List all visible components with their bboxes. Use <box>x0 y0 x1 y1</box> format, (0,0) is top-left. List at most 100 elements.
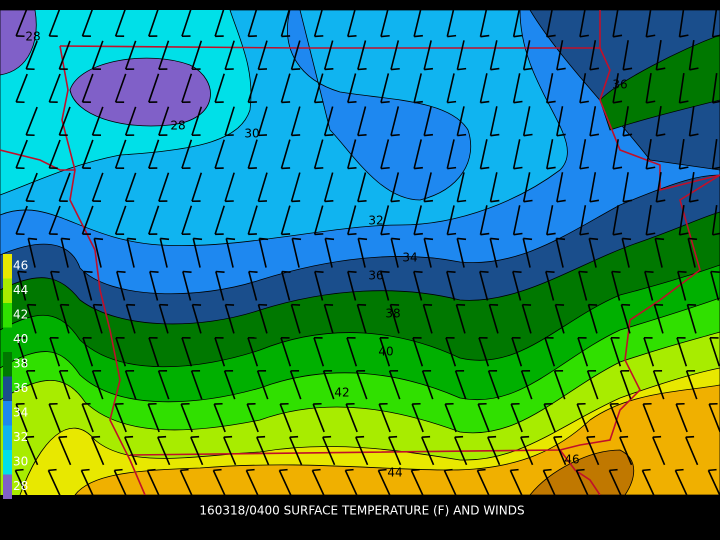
barb-shaft <box>159 238 168 268</box>
legend-swatch <box>3 278 12 303</box>
barb-shaft <box>543 403 556 433</box>
barb-shaft <box>157 370 170 400</box>
barb-shaft <box>347 271 357 301</box>
barb-shaft <box>622 172 629 202</box>
barb-flag <box>546 34 556 38</box>
barb-shaft <box>489 238 498 268</box>
barb-shaft <box>423 106 432 136</box>
barb-flag <box>259 237 269 241</box>
barb-shaft <box>413 205 422 235</box>
barb-flag <box>623 133 633 137</box>
caption: 160318/0400 SURFACE TEMPERATURE (F) AND … <box>199 504 524 518</box>
barb-shaft <box>114 10 126 37</box>
legend-label: 40 <box>13 332 28 346</box>
barb-shaft <box>113 470 127 495</box>
barb-shaft <box>25 370 38 400</box>
barb-shaft <box>257 40 268 70</box>
barb-shaft <box>685 436 699 466</box>
barb-flag <box>421 435 431 438</box>
barb-flag <box>646 100 656 104</box>
barb-shaft <box>522 40 531 70</box>
barb-shaft <box>81 205 94 235</box>
barb-shaft <box>479 271 489 301</box>
barb-shaft <box>677 271 687 301</box>
barb-shaft <box>678 205 685 235</box>
barb-shaft <box>115 337 127 367</box>
barb-shaft <box>446 271 456 301</box>
barb-shaft <box>546 139 554 169</box>
barb-flag <box>480 34 490 38</box>
legend-swatch <box>3 376 12 401</box>
barb-flag <box>314 270 324 273</box>
barb-shaft <box>510 403 523 433</box>
barb-flag <box>523 237 533 241</box>
color-legend: 46 44 42 40 38 36 34 32 30 28 <box>3 254 28 499</box>
barb-flag <box>322 435 332 438</box>
barb-shaft <box>688 106 695 136</box>
contour-label: 34 <box>402 251 417 265</box>
barb-shaft <box>347 139 357 169</box>
barb-flag <box>622 237 632 241</box>
barb-flag <box>215 270 225 273</box>
legend-label: 46 <box>13 259 28 273</box>
contour-label: 36 <box>612 78 627 92</box>
barb-shaft <box>311 470 325 495</box>
barb-flag <box>589 67 600 71</box>
legend-label: 38 <box>13 357 28 371</box>
barb-shaft <box>655 40 662 70</box>
barb-flag <box>609 468 618 472</box>
barb-shaft <box>688 40 695 70</box>
contour-band <box>599 34 720 131</box>
barb-shaft <box>214 73 225 103</box>
barb-shaft <box>15 205 28 235</box>
barb-shaft <box>556 172 564 202</box>
barb-flag <box>457 67 467 71</box>
barb-shaft <box>290 106 301 136</box>
barb-flag <box>479 270 489 273</box>
barb-shaft <box>711 10 718 37</box>
barb-shaft <box>25 172 38 202</box>
barb-flag <box>656 199 666 203</box>
barb-shaft <box>49 337 61 367</box>
barb-shaft <box>609 403 622 433</box>
barb-shaft <box>114 73 127 103</box>
barb-shaft <box>60 238 69 268</box>
barb-shaft <box>290 172 301 202</box>
barb-shaft <box>114 139 127 169</box>
contour-band <box>0 10 37 76</box>
barb-flag <box>91 435 101 438</box>
barb-flag <box>457 133 467 137</box>
barb-shaft <box>257 172 268 202</box>
barb-flag <box>579 232 589 236</box>
barb-flag <box>347 35 357 38</box>
barb-flag <box>314 101 324 104</box>
barb-flag <box>589 199 600 203</box>
barb-flag <box>685 435 695 438</box>
barb-flag <box>586 435 596 438</box>
barb-shaft <box>390 40 400 70</box>
barb-flag <box>414 100 423 104</box>
barb-shaft <box>313 139 324 169</box>
barb-shaft <box>50 271 60 301</box>
barb-flag <box>613 166 623 170</box>
barb-shaft <box>148 10 159 37</box>
barb-shaft <box>157 436 171 466</box>
barb-shaft <box>82 337 94 367</box>
state-borders <box>0 10 720 495</box>
barb-flag <box>390 67 400 71</box>
barb-shaft <box>83 271 93 301</box>
barb-flag <box>347 101 357 104</box>
barb-shaft <box>48 205 61 235</box>
barb-shaft <box>25 106 38 136</box>
legend-label: 30 <box>13 455 28 469</box>
barb-shaft <box>224 106 235 136</box>
barb-shaft <box>212 470 226 495</box>
barb-shaft <box>224 304 235 334</box>
barb-shaft <box>357 172 367 202</box>
barb-flag <box>312 468 321 472</box>
barb-shaft <box>14 470 28 495</box>
barb-shaft <box>546 205 554 235</box>
barb-shaft <box>678 10 685 37</box>
barb-shaft <box>158 40 170 70</box>
barb-shaft <box>324 238 333 268</box>
